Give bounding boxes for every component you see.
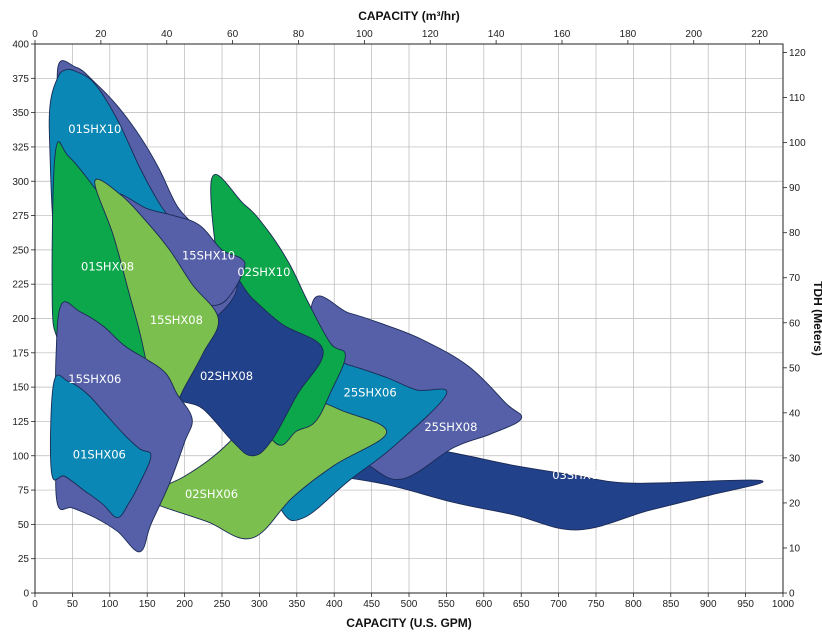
x-tick-label: 500 (401, 599, 418, 610)
region-label-25shx06: 25SHX06 (344, 386, 397, 400)
region-label-15shx08: 15SHX08 (150, 313, 203, 327)
y-tick-label: 375 (12, 74, 29, 85)
y-tick-label: 50 (18, 520, 30, 531)
y-tick-label: 125 (12, 417, 29, 428)
x-tick-label: 700 (550, 599, 567, 610)
region-label-01shx10: 01SHX10 (68, 122, 121, 136)
x-tick-label: 400 (326, 599, 343, 610)
y-tick-label: 100 (12, 451, 29, 462)
x-top-tick-label: 0 (32, 29, 38, 40)
pump-regions (48, 60, 764, 553)
y-right-tick-label: 120 (789, 48, 806, 59)
y-right-tick-label: 70 (789, 273, 801, 284)
right-axis-title: TDH (Meters) (811, 281, 822, 356)
y-right-tick-label: 40 (789, 408, 801, 419)
region-label-03shx08: 03SHX08 (552, 468, 605, 482)
x-tick-label: 0 (32, 599, 38, 610)
y-right-tick-label: 90 (789, 183, 801, 194)
region-label-25shx08: 25SHX08 (424, 420, 477, 434)
x-top-tick-label: 60 (227, 29, 239, 40)
y-tick-label: 25 (18, 554, 30, 565)
x-tick-label: 300 (251, 599, 268, 610)
y-tick-label: 275 (12, 211, 29, 222)
x-tick-label: 550 (438, 599, 455, 610)
y-tick-label: 325 (12, 142, 29, 153)
region-label-01shx06: 01SHX06 (73, 447, 126, 461)
x-tick-label: 250 (214, 599, 231, 610)
y-tick-label: 250 (12, 245, 29, 256)
region-01shx06 (50, 374, 152, 518)
region-label-15shx06: 15SHX06 (68, 372, 121, 386)
y-right-tick-label: 10 (789, 543, 801, 554)
x-tick-label: 350 (288, 599, 305, 610)
x-top-tick-label: 40 (161, 29, 173, 40)
x-top-tick-label: 100 (356, 29, 373, 40)
y-right-tick-label: 60 (789, 318, 801, 329)
y-tick-label: 200 (12, 314, 29, 325)
x-tick-label: 600 (475, 599, 492, 610)
top-axis-title: CAPACITY (m³/hr) (358, 9, 460, 23)
x-top-tick-label: 220 (751, 29, 768, 40)
x-tick-label: 650 (513, 599, 530, 610)
x-tick-label: 750 (588, 599, 605, 610)
region-label-15shx10: 15SHX10 (182, 248, 235, 262)
y-right-tick-label: 100 (789, 138, 806, 149)
y-tick-label: 175 (12, 348, 29, 359)
x-tick-label: 800 (625, 599, 642, 610)
axis-ticks: 0 50 100 150 200 250 300 350 400 450 500 550 600 650 7… (12, 29, 806, 610)
x-tick-label: 850 (662, 599, 679, 610)
y-tick-label: 75 (18, 486, 30, 497)
x-top-tick-label: 200 (685, 29, 702, 40)
x-tick-label: 100 (101, 599, 118, 610)
x-tick-label: 450 (363, 599, 380, 610)
region-label-02shx08: 02SHX08 (200, 369, 253, 383)
region-label-01shx08: 01SHX08 (81, 259, 134, 273)
y-right-tick-label: 30 (789, 453, 801, 464)
region-label-02shx10: 02SHX10 (237, 265, 290, 279)
x-top-tick-label: 160 (554, 29, 571, 40)
y-tick-label: 0 (23, 589, 29, 600)
x-top-tick-label: 140 (488, 29, 505, 40)
y-right-tick-label: 80 (789, 228, 801, 239)
y-right-tick-label: 50 (789, 363, 801, 374)
region-label-02shx06: 02SHX06 (185, 487, 238, 501)
x-tick-label: 900 (700, 599, 717, 610)
y-right-tick-label: 110 (789, 93, 805, 104)
x-top-tick-label: 120 (422, 29, 439, 40)
y-tick-label: 400 (12, 40, 29, 51)
y-tick-label: 225 (12, 280, 29, 291)
x-tick-label: 50 (67, 599, 79, 610)
y-right-tick-label: 0 (789, 589, 795, 600)
x-tick-label: 950 (737, 599, 754, 610)
y-tick-label: 150 (12, 383, 29, 394)
bottom-axis-title: CAPACITY (U.S. GPM) (346, 616, 472, 630)
y-tick-label: 350 (12, 108, 29, 119)
x-top-tick-label: 80 (293, 29, 305, 40)
y-right-tick-label: 20 (789, 498, 801, 509)
x-top-tick-label: 180 (620, 29, 637, 40)
x-top-tick-label: 20 (95, 29, 107, 40)
region-15shx08 (94, 178, 219, 416)
y-tick-label: 300 (12, 177, 29, 188)
x-tick-label: 1000 (772, 599, 795, 610)
x-tick-label: 200 (176, 599, 193, 610)
x-tick-label: 150 (139, 599, 156, 610)
